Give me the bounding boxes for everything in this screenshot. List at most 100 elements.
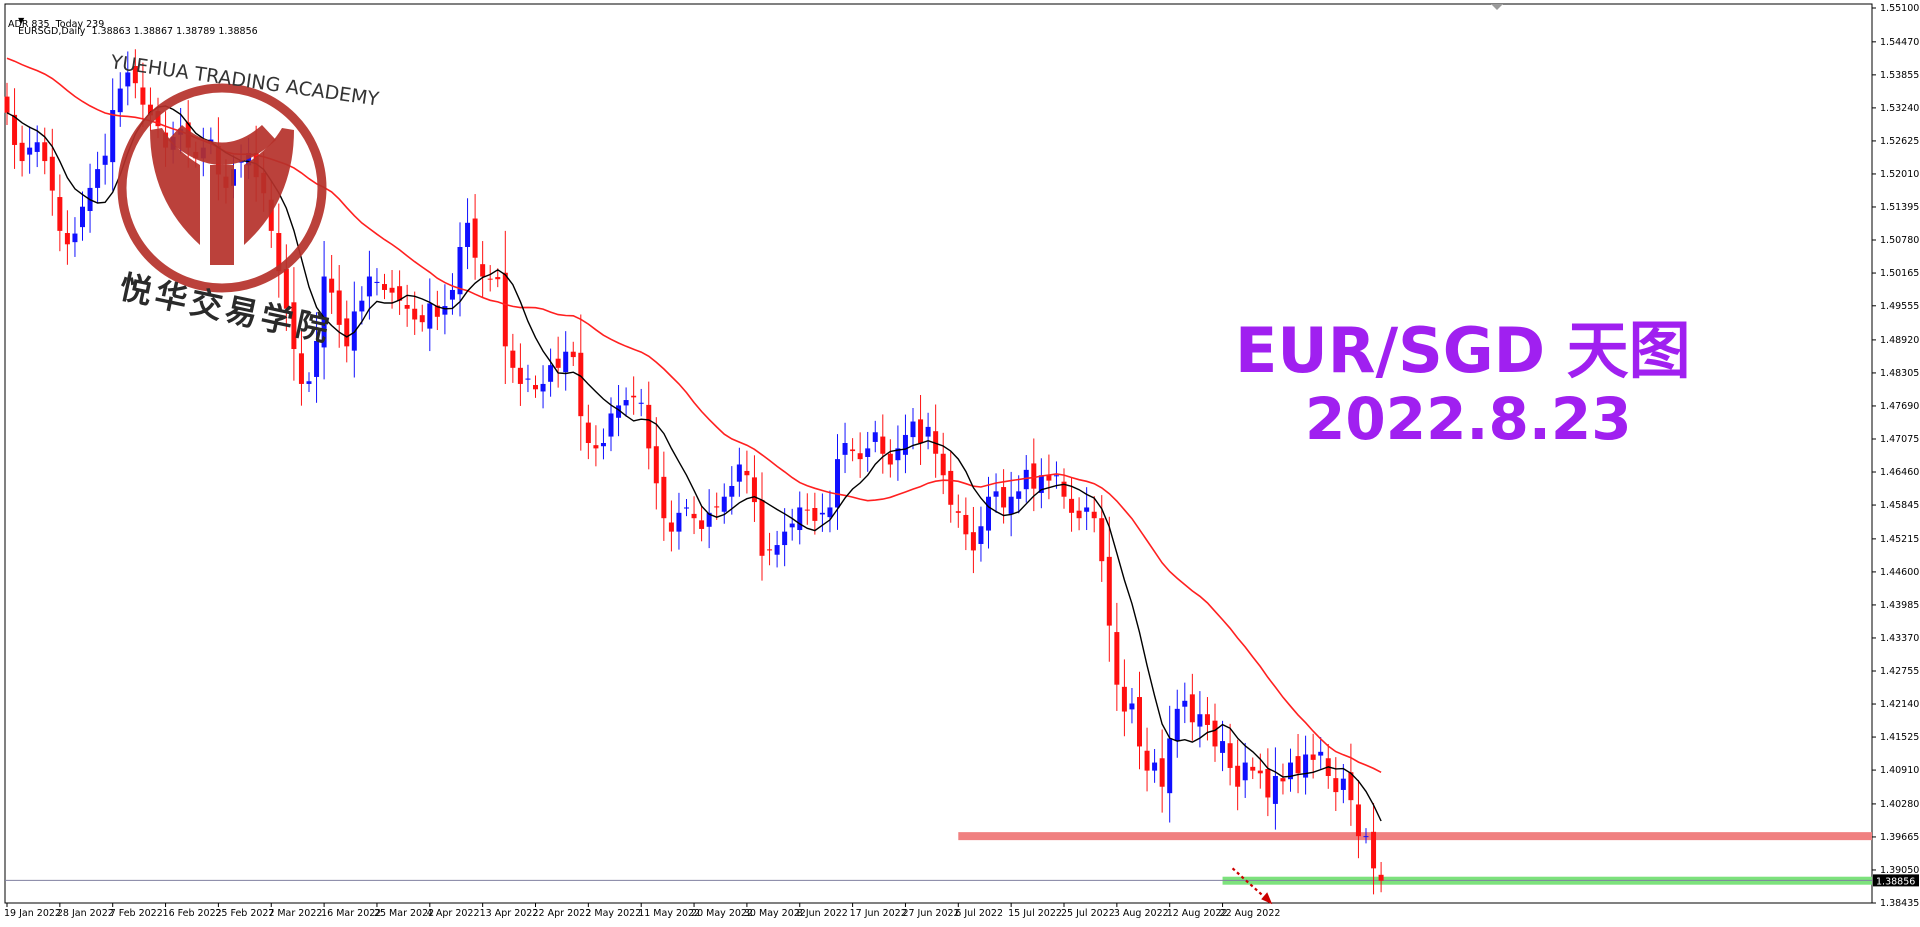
bull-candle [782, 531, 788, 546]
x-tick-label: 19 Jan 2022 [4, 908, 61, 919]
bull-candle [548, 365, 554, 382]
y-tick-label: 1.49555 [1880, 301, 1919, 312]
bear-candle [1099, 518, 1105, 562]
bull-candle [736, 464, 742, 482]
bull-candle [442, 306, 448, 315]
y-tick-label: 1.47690 [1880, 401, 1919, 412]
bull-candle [1363, 836, 1369, 838]
bull-candle [465, 222, 471, 247]
bear-candle [714, 506, 720, 508]
bull-candle [1084, 507, 1090, 512]
bear-candle [57, 197, 63, 231]
bull-candle [1220, 741, 1226, 753]
bull-candle [978, 526, 984, 544]
bull-candle [540, 383, 546, 392]
bear-candle [12, 114, 18, 145]
bull-candle [623, 400, 629, 406]
bull-candle [72, 233, 78, 243]
bear-candle [918, 419, 924, 444]
bull-candle [925, 426, 931, 437]
bear-candle [963, 514, 969, 535]
watermark-en: YUEHUA TRADING ACADEMY [108, 51, 380, 111]
bear-candle [42, 142, 48, 162]
date-title: 2022.8.23 [1305, 385, 1632, 453]
y-tick-label: 1.43985 [1880, 600, 1919, 611]
bull-candle [246, 153, 252, 166]
bull-candle [872, 432, 878, 442]
symbol-header: ▼ EURSGD,Daily 1.38863 1.38867 1.38789 1… [6, 4, 258, 48]
y-tick-label: 1.45215 [1880, 534, 1919, 545]
bull-candle [457, 246, 463, 295]
bear-candle [751, 477, 757, 503]
bear-candle [140, 87, 146, 105]
x-tick-label: 7 Feb 2022 [110, 908, 163, 919]
bull-candle [1008, 496, 1014, 514]
x-tick-label: 20 May 2022 [691, 908, 753, 919]
x-tick-label: 3 Aug 2022 [1114, 908, 1169, 919]
x-tick-label: 22 Apr 2022 [533, 908, 592, 919]
bear-candle [1031, 463, 1037, 489]
y-tick-label: 1.43370 [1880, 633, 1919, 644]
x-tick-label: 2 May 2022 [585, 908, 641, 919]
x-tick-label: 13 Apr 2022 [480, 908, 539, 919]
x-tick-label: 15 Jul 2022 [1008, 908, 1062, 919]
bear-candle [970, 532, 976, 551]
shift-marker-icon[interactable] [1491, 4, 1503, 10]
bear-candle [19, 142, 25, 162]
bull-candle [1197, 714, 1203, 727]
bear-candle [412, 308, 418, 320]
arrow-head-icon [1261, 892, 1273, 905]
bear-candle [887, 453, 893, 465]
bear-candle [472, 218, 478, 258]
current-price-tag [1873, 874, 1919, 887]
bear-candle [699, 520, 705, 529]
bear-candle [4, 96, 10, 113]
x-tick-label: 25 Feb 2022 [215, 908, 274, 919]
bull-candle [117, 88, 123, 113]
bear-candle [344, 318, 350, 347]
bear-candle [147, 104, 153, 116]
bear-candle [1250, 766, 1256, 771]
x-tick-label: 27 Jun 2022 [902, 908, 959, 919]
bull-candle [789, 523, 795, 528]
bear-candle [487, 278, 493, 280]
bear-candle [298, 353, 304, 384]
bear-candle [880, 436, 886, 454]
y-tick-label: 1.48305 [1880, 368, 1919, 379]
bull-candle [895, 448, 901, 461]
plot-frame [4, 3, 1873, 904]
collapse-triangle-icon[interactable]: ▼ [18, 16, 25, 25]
bear-candle [578, 352, 584, 417]
x-tick-label: 11 May 2022 [638, 908, 700, 919]
bull-candle [827, 507, 833, 518]
bull-candle [1303, 754, 1309, 778]
y-tick-label: 1.44600 [1880, 567, 1919, 578]
bull-candle [563, 351, 569, 373]
bull-candle [449, 289, 455, 300]
bear-candle [49, 156, 55, 191]
bull-candle [95, 169, 101, 188]
bear-candle [804, 509, 810, 511]
bear-candle [1189, 694, 1195, 723]
y-tick-label: 1.52010 [1880, 169, 1919, 180]
bull-candle [835, 459, 840, 508]
bull-candle [27, 147, 33, 155]
bull-candle [706, 512, 712, 527]
bear-candle [382, 284, 387, 290]
adr-line: ADR 835 Today 239 [8, 19, 105, 30]
bull-candle [102, 155, 108, 165]
bear-candle [502, 272, 508, 347]
x-tick-label: 25 Mar 2022 [374, 908, 434, 919]
bear-candle [155, 111, 161, 127]
bear-candle [329, 278, 335, 293]
x-tick-label: 4 Apr 2022 [427, 908, 480, 919]
bear-candle [948, 470, 954, 505]
bear-candle [744, 470, 750, 476]
bull-candle [902, 434, 908, 455]
bear-candle [1204, 714, 1210, 725]
bear-candle [857, 453, 863, 460]
bull-candle [1288, 762, 1293, 780]
x-tick-label: 7 Mar 2022 [268, 908, 322, 919]
bear-candle [389, 287, 395, 293]
